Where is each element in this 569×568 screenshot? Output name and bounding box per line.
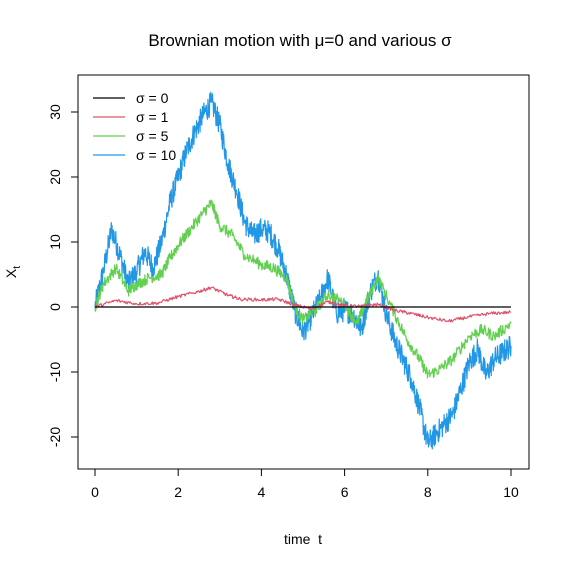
y-axis-label-main: X	[3, 268, 19, 278]
chart-title: Brownian motion with μ=0 and various σ	[148, 31, 452, 50]
legend: σ = 0 σ = 1 σ = 5 σ = 10	[93, 90, 176, 163]
y-tick-label: 10	[47, 234, 63, 250]
x-axis: 0 2 4 6 8 10	[91, 468, 519, 500]
x-tick-label: 2	[174, 484, 182, 500]
y-tick-label: -10	[47, 362, 63, 382]
y-tick-label: 20	[47, 169, 63, 185]
series-line-2	[94, 199, 512, 379]
y-tick-label: 0	[47, 303, 63, 311]
legend-label: σ = 10	[136, 147, 176, 163]
x-tick-label: 6	[341, 484, 349, 500]
y-tick-label: -20	[47, 427, 63, 447]
y-axis-label-subscript: t	[12, 266, 23, 269]
x-tick-label: 10	[503, 484, 519, 500]
y-tick-label: 30	[47, 104, 63, 120]
legend-label: σ = 5	[136, 128, 169, 144]
legend-label: σ = 0	[136, 90, 169, 106]
x-tick-label: 8	[424, 484, 432, 500]
legend-label: σ = 1	[136, 109, 169, 125]
series-layer	[94, 91, 512, 450]
x-tick-label: 4	[258, 484, 266, 500]
x-axis-label: time t	[284, 531, 322, 547]
x-tick-label: 0	[91, 484, 99, 500]
series-line-3	[94, 91, 512, 450]
y-axis-label: Xt	[3, 266, 23, 278]
y-axis: -20 -10 0 10 20 30	[47, 104, 79, 447]
